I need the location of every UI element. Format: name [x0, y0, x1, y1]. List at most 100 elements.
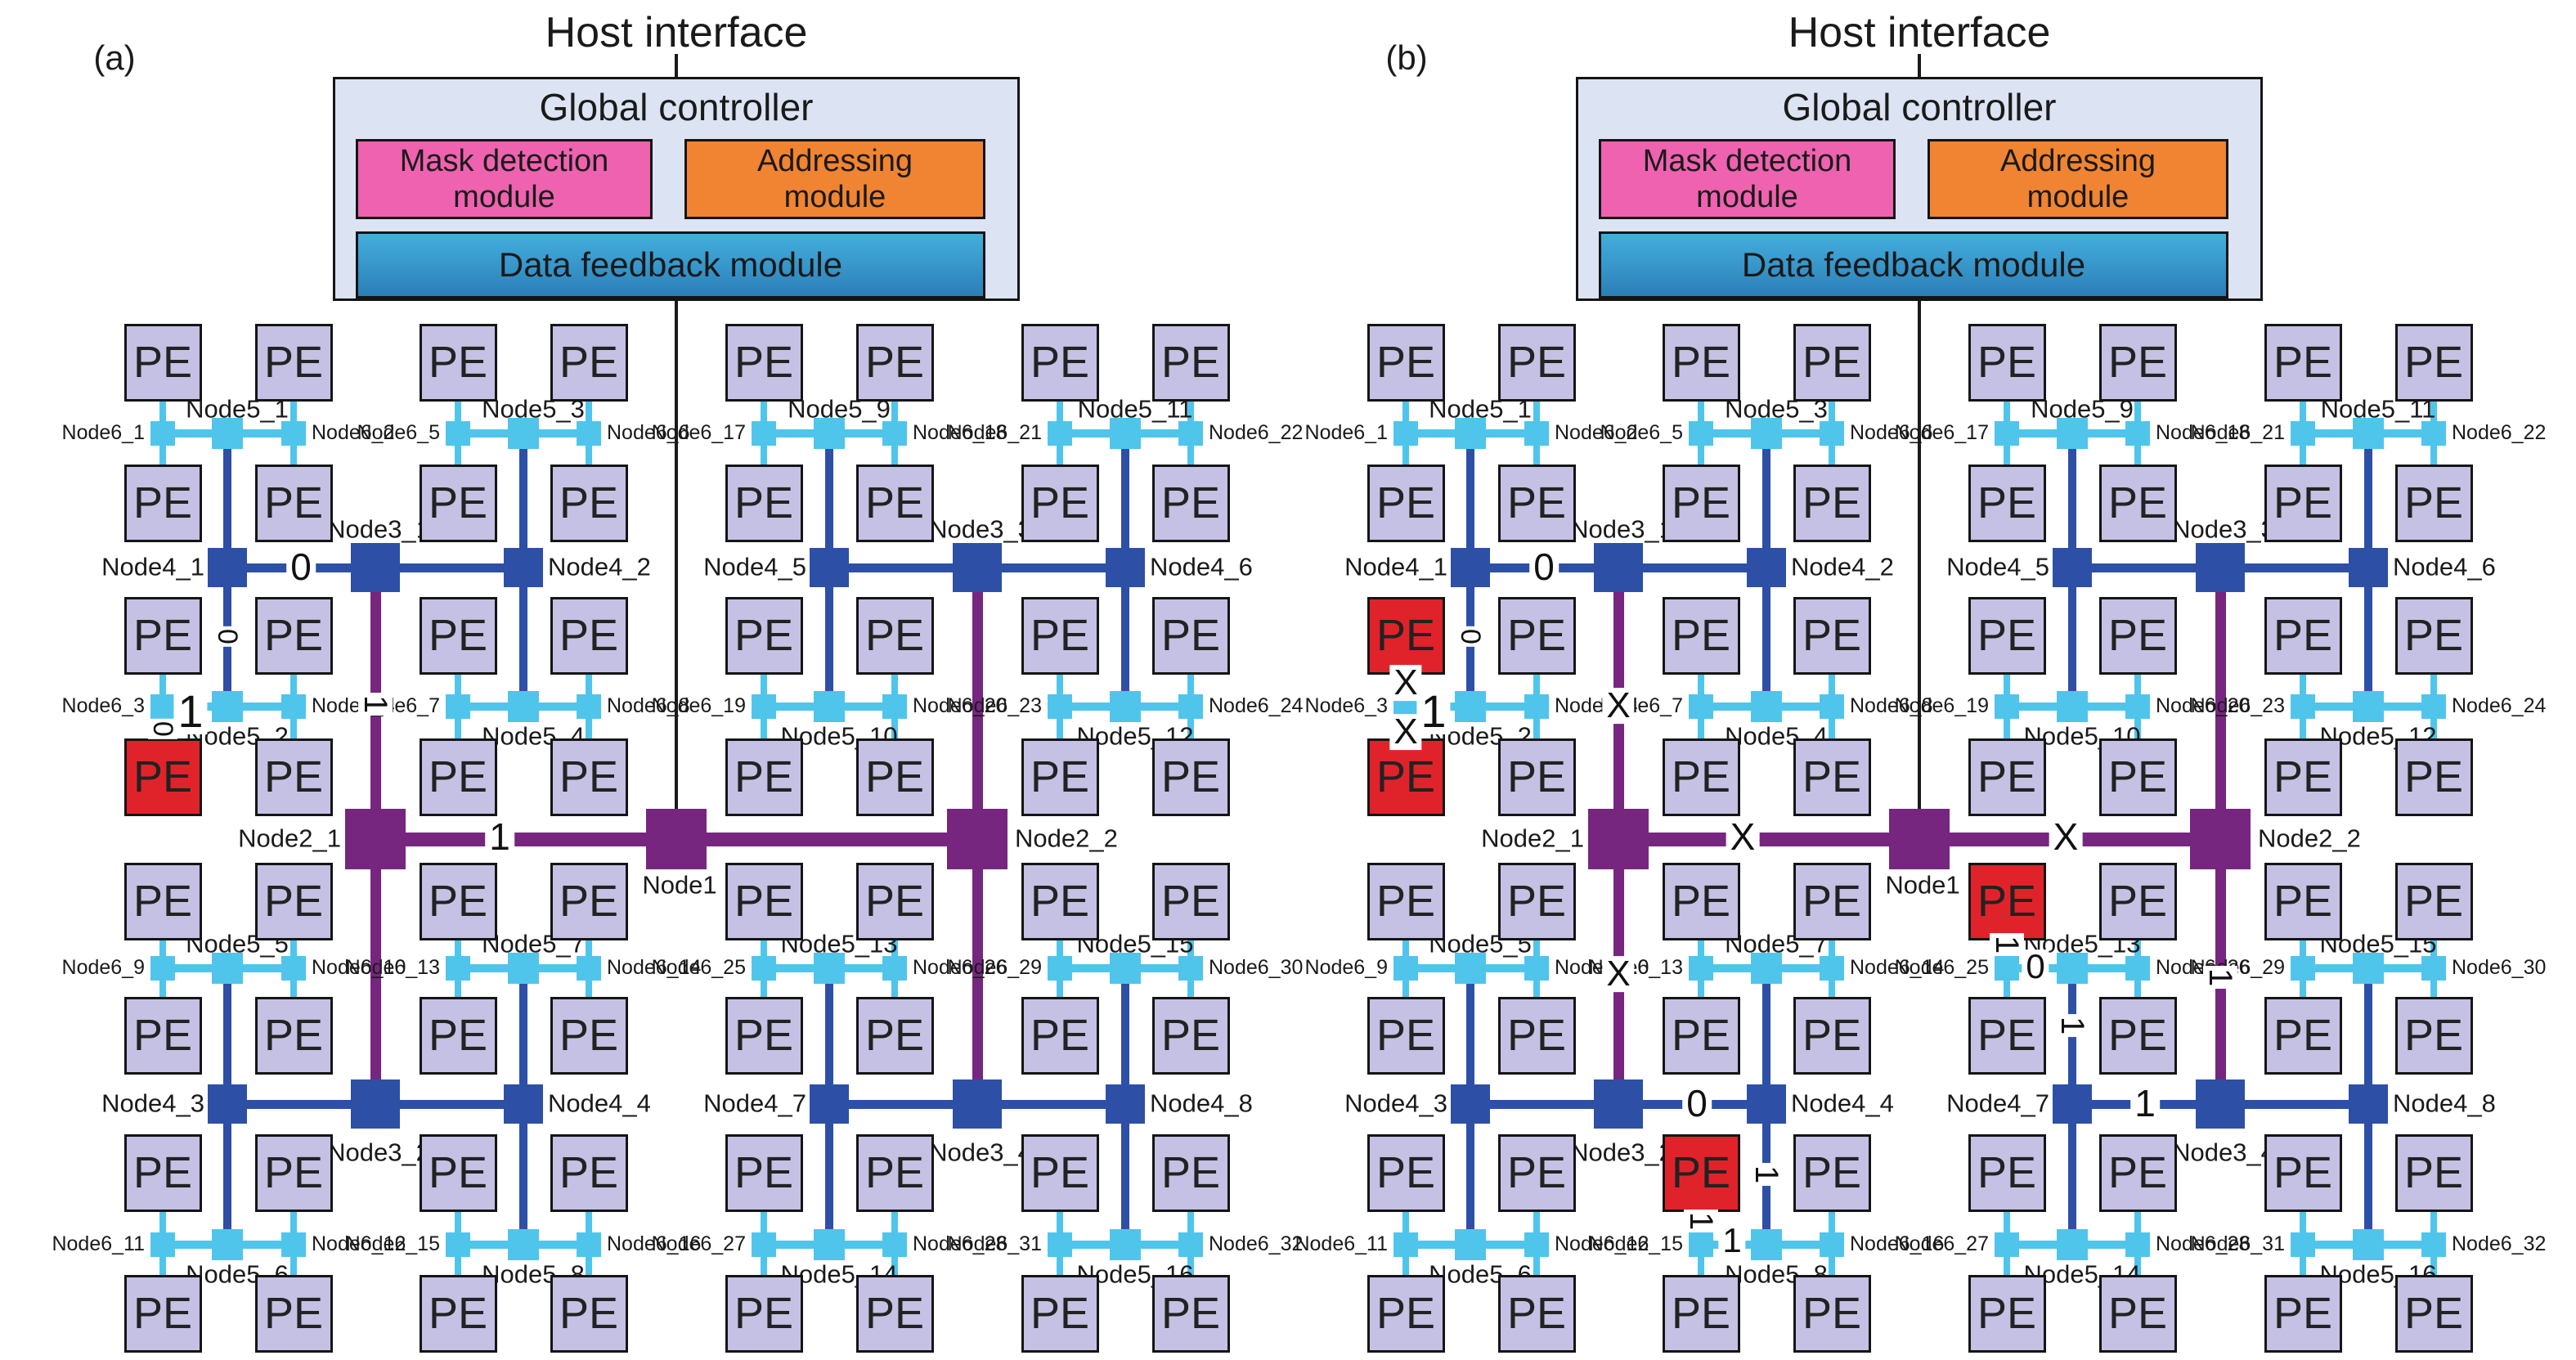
- pe-label: PE: [263, 1011, 324, 1060]
- pe-box: PE: [419, 464, 497, 542]
- pe-box: PE: [419, 323, 497, 402]
- pe-box: PE: [1793, 1133, 1871, 1212]
- node3-4-label: Node3_4: [2172, 1138, 2275, 1167]
- pe-box: PE: [123, 862, 202, 940]
- pe-box: PE: [1021, 323, 1099, 402]
- pe-label: PE: [1802, 478, 1862, 527]
- routing-mark-0-1: 0: [1455, 626, 1486, 647]
- node6-7-router: [446, 694, 470, 719]
- node6-10-router: [1524, 956, 1549, 981]
- pe-label: PE: [1802, 752, 1862, 801]
- routing-mark-1-17: 1: [2130, 1084, 2160, 1123]
- pe-box: PE: [419, 596, 497, 675]
- pe-box: PE: [2264, 862, 2342, 940]
- pe-label: PE: [1506, 338, 1567, 387]
- pe-label: PE: [559, 1289, 619, 1338]
- pe-box: PE: [2264, 596, 2342, 675]
- pe-label: PE: [734, 1289, 794, 1338]
- node6-19-label: Node6_19: [651, 693, 746, 717]
- node6-27-router: [752, 1232, 776, 1257]
- pe-label: PE: [263, 478, 324, 527]
- node4-7-router: [2053, 1084, 2092, 1124]
- node6-17-router: [1995, 421, 2019, 446]
- pe-box: PE: [1497, 323, 1576, 402]
- pe-box: PE: [254, 738, 333, 816]
- node2-1-label: Node2_1: [238, 824, 341, 853]
- node6-21-router: [2291, 421, 2315, 446]
- node6-13-router: [446, 956, 470, 981]
- pe-box: PE: [1662, 738, 1740, 816]
- routing-mark-1-5: 1: [485, 818, 514, 856]
- routing-mark-1-16: 1: [2054, 1014, 2090, 1038]
- pe-box: PE: [1367, 1274, 1445, 1353]
- node3-2-label: Node3_2: [1570, 1138, 1673, 1167]
- pe-box: PE: [2264, 1133, 2342, 1212]
- node4-3-router: [1451, 1084, 1490, 1124]
- node2-2-router: [947, 809, 1008, 869]
- pe-box: PE: [2098, 596, 2177, 675]
- pe-label: PE: [1030, 1148, 1090, 1197]
- node6-4-router: [1524, 694, 1549, 719]
- node4-2-label: Node4_2: [548, 552, 651, 581]
- node6-29-label: Node6_29: [947, 955, 1042, 979]
- node5-16-router: [2353, 1229, 2384, 1260]
- node6-16-label: Node6_16: [1850, 1232, 1945, 1255]
- pe-box: PE: [123, 1274, 202, 1353]
- pe-label: PE: [2403, 1289, 2464, 1338]
- pe-label: PE: [1802, 877, 1862, 926]
- pe-box: PE: [1968, 323, 2046, 402]
- node5-1-router: [212, 418, 243, 449]
- pe-box: PE: [1662, 996, 1740, 1075]
- node6-2-router: [1524, 421, 1549, 446]
- node6-1-label: Node6_1: [61, 420, 145, 444]
- global-controller-title: Global controller: [539, 86, 814, 128]
- pe-label: PE: [559, 1011, 619, 1060]
- pe-box: PE: [254, 464, 333, 542]
- pe-box: PE: [1367, 996, 1445, 1075]
- node6-15-router: [1689, 1232, 1713, 1257]
- node4-1-label: Node4_1: [1344, 552, 1447, 581]
- pe-box: PE: [419, 862, 497, 940]
- pe-box-masked: PE: [123, 738, 202, 816]
- pe-label: PE: [428, 1289, 488, 1338]
- node6-28-router: [2125, 1232, 2150, 1257]
- pe-label: PE: [2107, 752, 2168, 801]
- node6-20-router: [2125, 694, 2150, 719]
- node6-32-router: [1178, 1232, 1203, 1257]
- pe-label: PE: [559, 877, 619, 926]
- pe-label: PE: [734, 1011, 794, 1060]
- node6-25-label: Node6_25: [1894, 955, 1989, 979]
- node4-2-router: [1747, 548, 1786, 587]
- pe-box: PE: [2394, 1133, 2473, 1212]
- routing-mark-1-2: 1: [1416, 688, 1451, 734]
- node6-27-label: Node6_27: [651, 1232, 746, 1255]
- pe-label: PE: [1671, 877, 1731, 926]
- node6-30-router: [2421, 956, 2446, 981]
- node6-26-label: Node6_26: [913, 955, 1008, 979]
- mask-detection-module: Mask detection module: [356, 139, 653, 219]
- pe-label: PE: [1160, 1148, 1221, 1197]
- pe-box: PE: [2098, 862, 2177, 940]
- node6-25-router: [752, 956, 776, 981]
- pe-box: PE: [1021, 596, 1099, 675]
- addressing-module: Addressing module: [1928, 139, 2228, 219]
- pe-box: PE: [2264, 996, 2342, 1075]
- pe-box: PE: [2264, 738, 2342, 816]
- pe-box: PE: [1497, 1274, 1576, 1353]
- node4-8-label: Node4_8: [1150, 1088, 1253, 1118]
- node6-11-label: Node6_11: [52, 1232, 145, 1255]
- routing-mark-1-4: 1: [357, 693, 393, 716]
- node3-1-router: [1594, 543, 1643, 592]
- node6-5-router: [446, 421, 470, 446]
- pe-box: PE: [1021, 738, 1099, 816]
- pe-label: PE: [428, 877, 488, 926]
- node6-16-router: [1820, 1232, 1844, 1257]
- pe-box: PE: [1968, 1274, 2046, 1353]
- node3-1-label: Node3_1: [327, 514, 430, 544]
- panel-tag: (a): [93, 38, 136, 78]
- node3-3-router: [2196, 543, 2245, 592]
- pe-box: PE: [419, 996, 497, 1075]
- pe-box: PE: [2394, 1274, 2473, 1353]
- node6-31-router: [1048, 1232, 1072, 1257]
